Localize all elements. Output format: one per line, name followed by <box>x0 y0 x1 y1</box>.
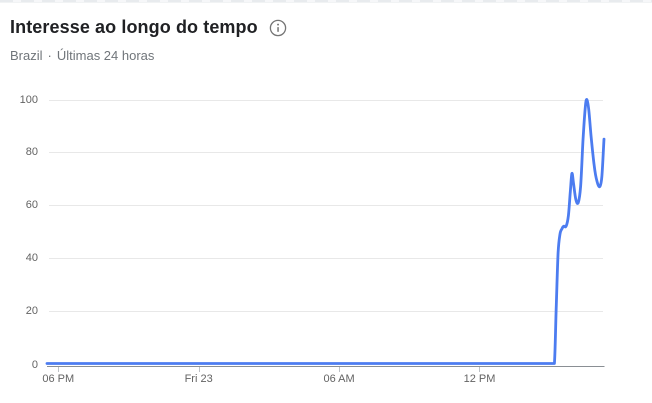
interest-line-series[interactable] <box>45 98 606 365</box>
top-border-strip <box>0 0 652 3</box>
subtitle-separator: · <box>47 48 52 63</box>
widget-subtitle: Brazil · Últimas 24 horas <box>10 48 154 63</box>
subtitle-region: Brazil <box>10 48 43 63</box>
info-icon-glyph <box>269 19 286 36</box>
subtitle-period: Últimas 24 horas <box>56 48 155 63</box>
info-icon[interactable] <box>269 19 287 37</box>
widget-title: Interesse ao longo do tempo <box>10 17 258 37</box>
widget-header: Interesse ao longo do tempo <box>10 17 287 38</box>
